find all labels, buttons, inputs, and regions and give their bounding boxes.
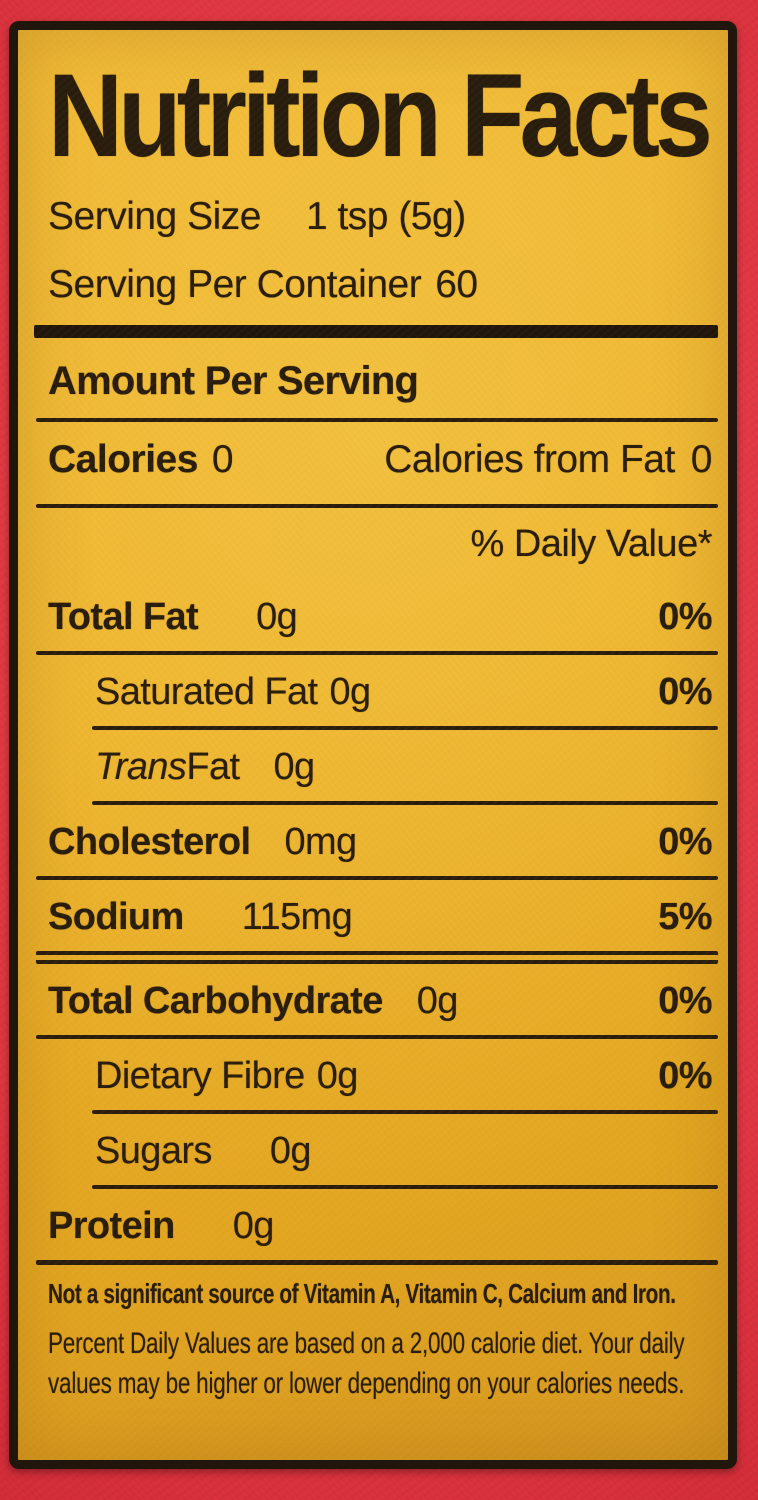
serving-size-row: Serving Size 1 tsp (5g) [48,194,712,240]
nutrient-label: Sugars [95,1130,212,1173]
nutrient-percent: 0% [658,596,712,639]
nutrient-row-trans-fat: Trans Fat 0g [48,730,712,801]
nutrient-value: 115mg [241,896,353,939]
nutrient-percent: 0% [658,1055,712,1098]
nutrient-row-total-fat: Total Fat 0g 0% [48,580,713,651]
nutrient-label: Total Fat [48,596,199,639]
nutrient-label: Saturated Fat [95,671,318,714]
servings-per-container-row: Serving Per Container 60 [48,262,712,308]
double-divider [36,951,718,965]
nutrient-row-sodium: Sodium 115mg 5% [48,880,713,951]
divider [36,1035,718,1040]
servings-per-container-label: Serving Per Container [48,263,422,307]
calories-value: 0 [211,438,234,482]
nutrient-value: 0g [256,596,298,639]
nutrient-label: Dietary Fibre [95,1055,305,1098]
label-title: Nutrition Facts [48,50,713,182]
calories-row: Calories 0 Calories from Fat 0 [48,422,713,504]
nutrient-label: Protein [48,1205,175,1248]
nutrient-row-dietary-fibre: Dietary Fibre 0g 0% [48,1039,713,1110]
nutrient-label: Total Carbohydrate [48,980,383,1023]
nutrient-percent: 0% [658,821,712,864]
significant-source-note: Not a significant source of Vitamin A, V… [48,1278,676,1310]
nutrient-value: 0mg [284,821,357,864]
nutrient-row-cholesterol: Cholesterol 0mg 0% [48,805,713,876]
divider [36,418,718,423]
thick-divider-bar [34,325,718,339]
nutrient-row-protein: Protein 0g [48,1189,712,1260]
calories-from-fat: Calories from Fat 0 [384,438,712,482]
nutrient-label: Sodium [48,896,184,939]
nutrient-value: 0g [232,1205,275,1248]
calories-from-fat-label: Calories from Fat [384,438,675,482]
nutrition-facts-label: Nutrition Facts Serving Size 1 tsp (5g) S… [9,21,737,1469]
amount-per-serving-heading: Amount Per Serving [48,359,419,404]
nutrient-value: 0g [269,1130,312,1173]
divider-indented [92,726,718,731]
label-content: Nutrition Facts Serving Size 1 tsp (5g) S… [18,30,728,1460]
nutrient-row-total-carbohydrate: Total Carbohydrate 0g 0% [48,964,713,1035]
nutrient-value: 0g [273,746,315,789]
serving-size-label: Serving Size [48,195,261,239]
nutrient-percent: 0% [658,980,712,1023]
nutrient-value: 0g [416,980,459,1023]
divider [36,651,718,656]
divider-indented [92,1185,718,1190]
divider-indented [92,801,718,806]
nutrient-label: Fat [186,746,240,789]
serving-size-value: 1 tsp (5g) [305,195,466,239]
daily-value-header: % Daily Value* [470,523,712,566]
servings-per-container-value: 60 [435,263,478,307]
calories-from-fat-value: 0 [690,438,713,482]
divider-indented [92,1110,718,1115]
nutrient-label-italic: Trans [95,746,187,789]
divider [36,876,718,881]
nutrient-percent: 5% [658,896,712,939]
divider [36,1260,718,1266]
calories-label: Calories [48,438,198,482]
nutrient-value: 0g [329,671,371,714]
nutrient-percent: 0% [658,671,712,714]
nutrient-row-saturated-fat: Saturated Fat 0g 0% [48,655,713,726]
nutrient-label: Cholesterol [48,821,251,864]
divider [36,504,718,509]
daily-values-note: Percent Daily Values are based on a 2,00… [48,1327,685,1401]
nutrient-value: 0g [316,1055,359,1098]
nutrient-row-sugars: Sugars 0g [48,1114,712,1185]
